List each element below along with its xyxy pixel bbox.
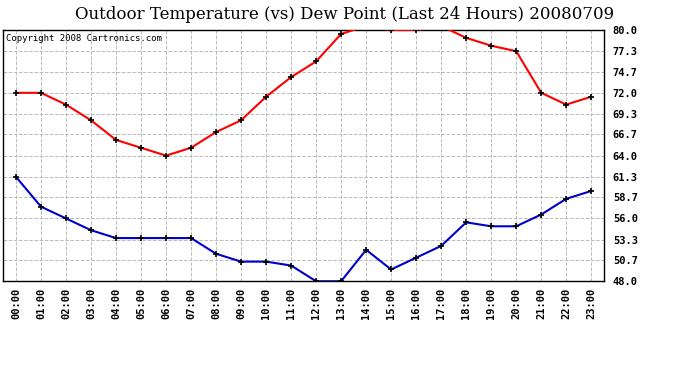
Text: Copyright 2008 Cartronics.com: Copyright 2008 Cartronics.com <box>6 34 162 43</box>
Text: Outdoor Temperature (vs) Dew Point (Last 24 Hours) 20080709: Outdoor Temperature (vs) Dew Point (Last… <box>75 6 615 22</box>
